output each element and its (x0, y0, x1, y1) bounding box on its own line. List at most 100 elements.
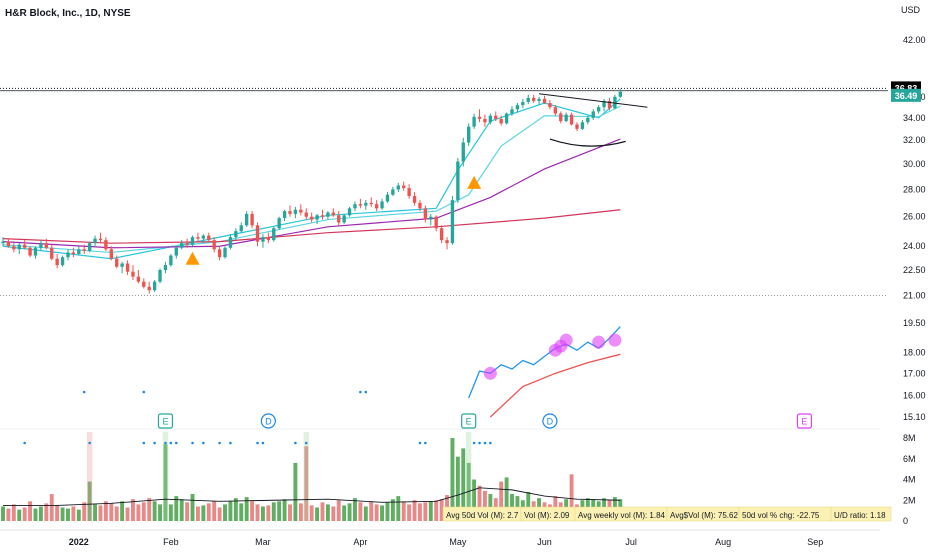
candle-body (315, 215, 319, 220)
volume-bar (282, 499, 287, 521)
candle-body (180, 243, 184, 248)
volume-bar (401, 501, 406, 521)
volume-highlight-column (465, 432, 472, 521)
signal-dot (169, 441, 173, 445)
signal-dots (23, 390, 492, 445)
candle-body (223, 247, 227, 258)
candle-body (358, 204, 363, 206)
price-tick-label: 42.00 (903, 35, 926, 45)
volume-bar (504, 477, 509, 521)
base-arc-line (549, 138, 626, 147)
candle-body (412, 196, 417, 203)
buy-signal-triangle (467, 175, 482, 189)
candle-body (429, 216, 433, 220)
volume-bar (228, 501, 233, 521)
stats-cell-text: Avg 50d Vol (M): 2.7 (446, 511, 519, 520)
candle-body (261, 237, 265, 242)
volume-bar (17, 509, 22, 521)
candle-body (467, 126, 471, 143)
volume-bar (49, 494, 54, 521)
volume-bar (66, 508, 70, 521)
signal-dot (424, 441, 427, 445)
candle-body (526, 97, 530, 102)
candle-body (380, 201, 384, 209)
time-tick-label: Sep (807, 537, 823, 547)
candle-body (169, 255, 173, 266)
candle-body (109, 249, 113, 259)
volume-bar (472, 479, 477, 521)
candle-body (120, 263, 124, 267)
volume-bar (125, 507, 130, 521)
dividend-marker (542, 413, 558, 429)
candle-body (613, 96, 617, 109)
volume-bar (179, 499, 184, 521)
volume-bar (44, 503, 49, 521)
price-tick-label: 18.00 (903, 347, 926, 357)
volume-highlight-column (303, 432, 309, 521)
volume-bar (385, 502, 390, 521)
volume-bar (82, 502, 87, 521)
candle-body (201, 235, 206, 239)
time-tick-label: Jul (625, 537, 637, 547)
candle-body (6, 241, 11, 247)
candle-body (272, 228, 276, 241)
candle-body (207, 235, 211, 241)
candle-body (374, 204, 379, 209)
signal-dot (256, 441, 259, 445)
volume-bar (103, 501, 108, 521)
volume-bar (260, 506, 265, 521)
candle-body (12, 246, 16, 250)
candle-body (331, 212, 335, 216)
volume-bar (450, 438, 455, 521)
signal-dot (364, 390, 368, 394)
volume-bar (76, 509, 81, 521)
signal-dot (23, 441, 26, 445)
candle-body (580, 122, 585, 129)
candle-body (142, 281, 146, 287)
time-tick-label: Aug (715, 537, 731, 547)
volume-bar (250, 500, 255, 521)
volume-bar (55, 505, 60, 521)
volume-ma-line (3, 487, 621, 506)
volume-bar (309, 505, 314, 521)
volume-tick-label: 0 (903, 516, 908, 526)
signal-dot (153, 441, 156, 445)
volume-bar (223, 504, 227, 521)
volume-bar (315, 507, 320, 521)
candle-body (22, 244, 27, 248)
volume-bar (152, 501, 157, 521)
signal-dot (191, 441, 194, 445)
close-price-badge-text: 36.49 (895, 91, 918, 101)
signal-dot (359, 390, 362, 394)
candle-body (521, 101, 525, 106)
volume-bar (374, 504, 379, 521)
volume-bar (185, 502, 190, 521)
candle-body (250, 213, 254, 226)
volume-bar (6, 508, 11, 521)
candle-body (483, 118, 487, 123)
volume-bar (255, 504, 260, 521)
volume-bar (428, 501, 433, 521)
stats-cell-text: 50d vol % chg: -22.75 (742, 511, 820, 520)
candle-body (548, 103, 552, 108)
volume-bar (482, 490, 487, 521)
candle-body (87, 243, 92, 251)
candle-body (418, 202, 422, 209)
price-tick-label: 30.00 (903, 159, 926, 169)
volume-bar (363, 506, 368, 521)
volume-bar (201, 505, 206, 521)
volume-bar (158, 504, 162, 521)
volume-bar (190, 494, 195, 521)
volume-bar (195, 506, 200, 521)
candle-body (288, 211, 292, 214)
signal-dot (88, 441, 91, 445)
candle-body (55, 258, 59, 266)
volume-bar (325, 504, 330, 521)
candle-body (445, 240, 449, 244)
candle-body (125, 263, 130, 272)
time-tick-label: May (449, 537, 467, 547)
candle-body (309, 216, 314, 220)
volume-bar (266, 505, 271, 521)
